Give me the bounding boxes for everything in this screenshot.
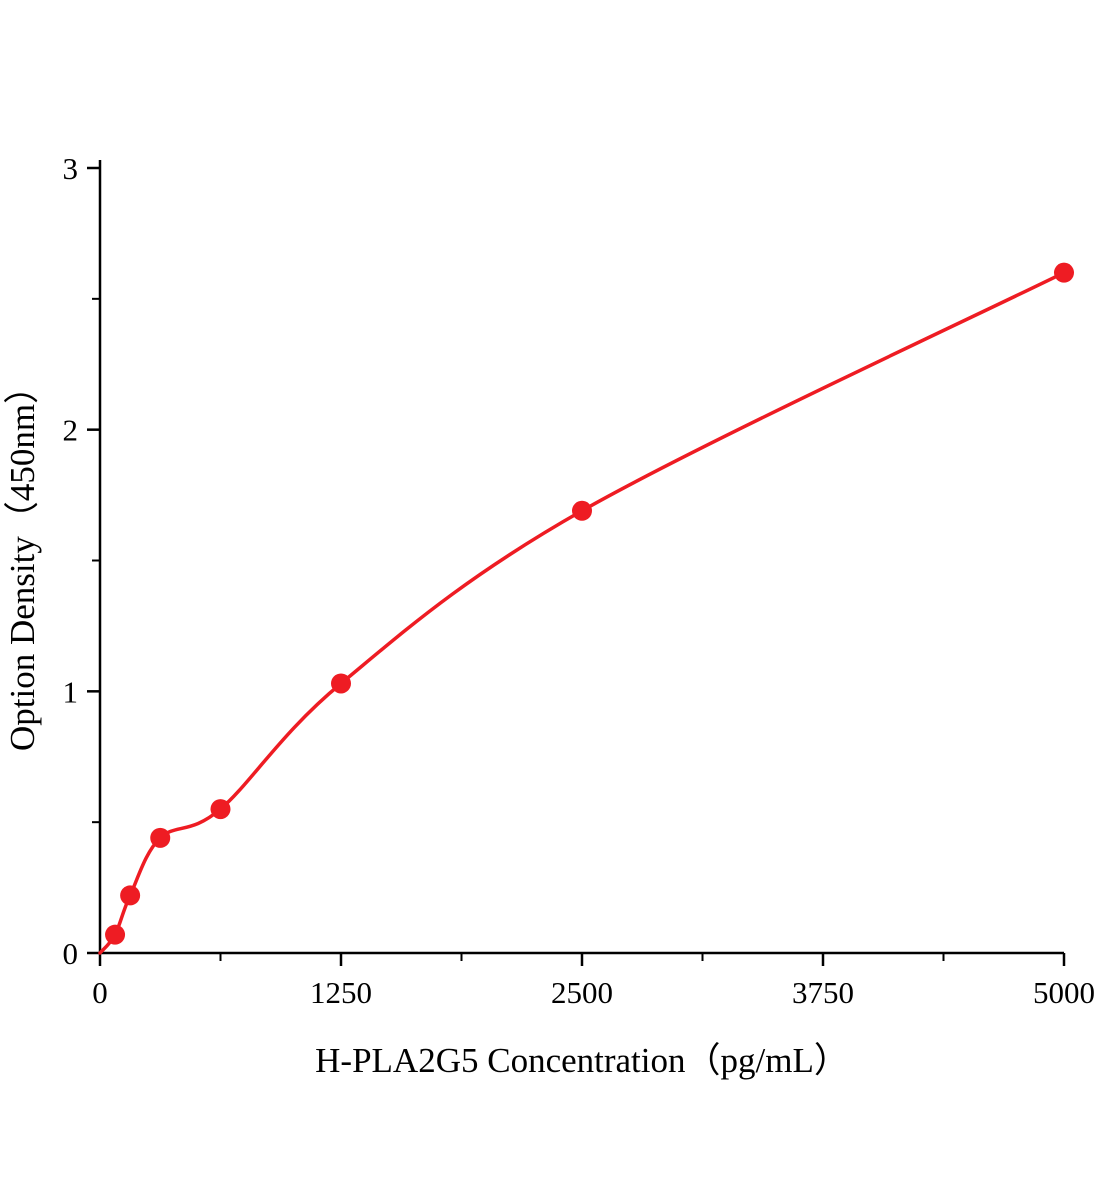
y-tick-label: 1	[63, 674, 79, 709]
x-tick-label: 5000	[1033, 975, 1095, 1010]
axis-ticks	[87, 166, 1066, 966]
x-axis-title: H-PLA2G5 Concentration（pg/mL）	[315, 1041, 849, 1080]
x-tick-label: 1250	[310, 975, 372, 1010]
y-tick-label: 2	[63, 413, 79, 448]
x-tick-label: 3750	[792, 975, 854, 1010]
y-tick-label: 0	[63, 936, 79, 971]
tick-labels: 0 1250 2500 3750 5000 0 1 2 3	[63, 151, 1096, 1010]
y-tick-label: 3	[63, 151, 79, 186]
data-point-marker	[210, 799, 231, 820]
data-point-marker	[572, 500, 592, 521]
data-points	[105, 262, 1074, 945]
data-point-marker	[150, 827, 171, 848]
y-axis-title: Option Density（450nm）	[3, 369, 42, 751]
fit-curve	[98, 270, 1066, 955]
data-point-marker	[105, 924, 126, 945]
data-point-marker	[331, 673, 351, 694]
axes	[98, 160, 1064, 955]
x-tick-label: 0	[92, 975, 108, 1010]
data-point-marker	[1054, 262, 1074, 283]
data-point-marker	[120, 885, 141, 906]
x-tick-label: 2500	[551, 975, 613, 1010]
